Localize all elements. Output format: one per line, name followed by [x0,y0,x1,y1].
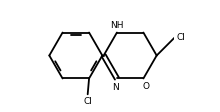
Text: NH: NH [110,21,124,30]
Text: Cl: Cl [177,33,186,42]
Text: N: N [112,82,119,91]
Text: Cl: Cl [83,97,92,105]
Text: O: O [143,81,150,90]
